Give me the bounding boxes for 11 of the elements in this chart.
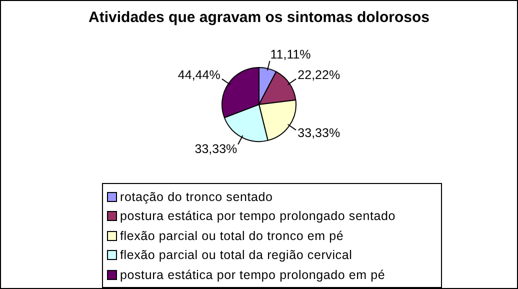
data-label: 33,33% <box>194 142 238 156</box>
data-label: 22,22% <box>298 68 340 82</box>
legend-label: flexão parcial ou total da região cervical <box>120 248 352 262</box>
legend-label: rotação do tronco sentado <box>120 190 273 204</box>
legend-label: postura estática por tempo prolongado em pé <box>120 268 386 282</box>
legend-label: flexão parcial ou total do tronco em pé <box>120 228 344 243</box>
data-label: 11,11% <box>270 47 311 62</box>
legend-label: postura estática por tempo prolongado sentado <box>120 209 396 224</box>
data-label: 33,33% <box>298 126 340 140</box>
data-label: 44,44% <box>178 68 220 82</box>
chart-title: Atividades que agravam os sintomas dolorosos <box>88 9 430 26</box>
